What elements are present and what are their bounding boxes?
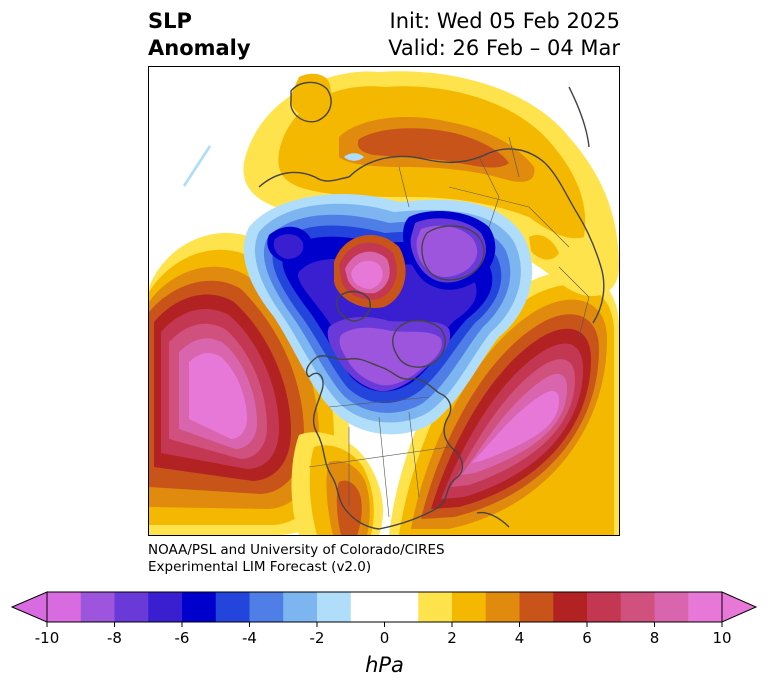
colorbar-swatch — [485, 592, 520, 622]
colorbar-tick-label: 6 — [582, 629, 592, 647]
map-title: SLP Anomaly — [148, 8, 251, 62]
colorbar-tick-label: 2 — [447, 629, 457, 647]
colorbar-extend-high — [721, 591, 758, 623]
colorbar-swatch — [215, 592, 250, 622]
colorbar-swatch — [553, 592, 588, 622]
colorbar-extend-low — [10, 591, 48, 623]
colorbar-swatch — [654, 592, 689, 622]
title-line-2: Anomaly — [148, 36, 251, 60]
colorbar-swatch — [114, 592, 149, 622]
slp-anomaly-map — [148, 66, 620, 536]
colorbar-swatch — [350, 592, 385, 622]
valid-date: Valid: 26 Feb – 04 Mar — [388, 36, 620, 60]
colorbar-swatch — [283, 592, 318, 622]
us-positive-anomaly — [291, 432, 384, 535]
colorbar-tick-label: 8 — [650, 629, 660, 647]
colorbar-tick-label: -6 — [175, 629, 190, 647]
colorbar-swatch — [47, 592, 82, 622]
pacific-positive-anomaly — [149, 232, 349, 535]
colorbar-swatch — [688, 592, 723, 622]
bering-positive-anomaly — [334, 235, 406, 308]
credit-line-1: NOAA/PSL and University of Colorado/CIRE… — [148, 542, 445, 558]
colorbar-svg: -10 -8 -6 -4 -2 0 2 4 6 8 10 hPa — [10, 591, 758, 677]
colorbar-tick-label: -8 — [107, 629, 122, 647]
cyan-streak — [183, 145, 211, 187]
coastlines — [258, 81, 605, 530]
colorbar-swatch — [80, 592, 115, 622]
colorbar-tick-label: -10 — [35, 629, 60, 647]
colorbar-tick-label: -2 — [310, 629, 325, 647]
init-date: Init: Wed 05 Feb 2025 — [389, 9, 620, 33]
political-borders — [308, 136, 590, 518]
credit-block: NOAA/PSL and University of Colorado/CIRE… — [148, 542, 445, 576]
colorbar-tick-label: -4 — [242, 629, 257, 647]
map-canvas — [149, 71, 619, 535]
colorbar-unit-label: hPa — [365, 653, 404, 677]
credit-line-2: Experimental LIM Forecast (v2.0) — [148, 559, 372, 575]
colorbar-swatch — [182, 592, 217, 622]
title-line-1: SLP — [148, 9, 192, 33]
colorbar-swatch — [452, 592, 487, 622]
colorbar-swatch — [148, 592, 183, 622]
colorbar-swatch — [519, 592, 554, 622]
colorbar: -10 -8 -6 -4 -2 0 2 4 6 8 10 hPa — [0, 588, 768, 686]
colorbar-tick-label: 0 — [380, 629, 390, 647]
colorbar-swatch — [384, 592, 419, 622]
forecast-dates: Init: Wed 05 Feb 2025 Valid: 26 Feb – 04… — [362, 8, 620, 62]
negative-anomaly-ring — [243, 194, 533, 435]
colorbar-tick-label: 10 — [712, 629, 731, 647]
colorbar-swatch — [620, 592, 655, 622]
colorbar-swatch — [249, 592, 284, 622]
colorbar-swatch — [587, 592, 622, 622]
atlantic-positive-anomaly — [389, 271, 619, 535]
colorbar-swatch — [317, 592, 352, 622]
colorbar-tick-label: 4 — [515, 629, 525, 647]
colorbar-swatch — [418, 592, 453, 622]
